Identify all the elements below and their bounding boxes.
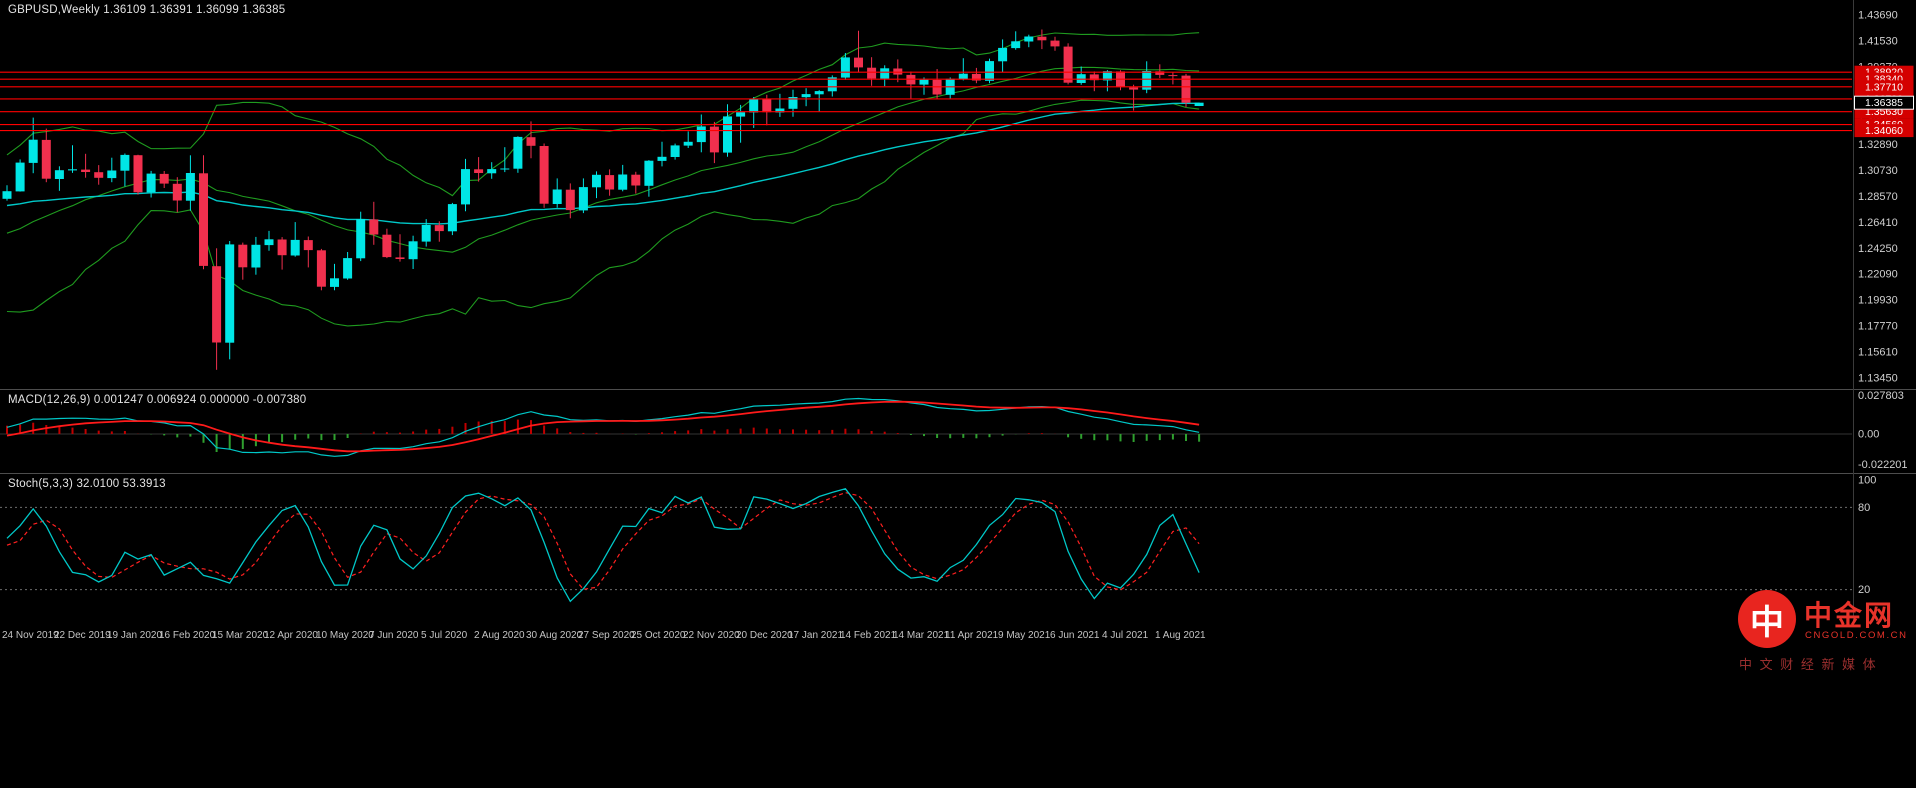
svg-text:1.41530: 1.41530 <box>1858 35 1898 47</box>
date-label: 20 Dec 2020 <box>736 630 793 641</box>
stoch-levels <box>0 506 1852 591</box>
date-label: 2 Aug 2020 <box>474 630 525 641</box>
svg-text:1.32890: 1.32890 <box>1858 139 1898 151</box>
moving-average-line <box>6 102 1200 225</box>
support-resistance-lines <box>0 71 1852 132</box>
date-label: 1 Aug 2021 <box>1155 630 1206 641</box>
macd-panel: 0.027803 0.00 -0.022201 MACD(12,26,9) 0.00… <box>0 390 1916 473</box>
stochastic-label: Stoch(5,3,3) 32.0100 53.3913 <box>8 478 166 490</box>
svg-text:1.26410: 1.26410 <box>1858 217 1898 229</box>
price-chart[interactable]: 1.436901.415301.393701.372101.350501.328… <box>0 0 1916 389</box>
svg-text:1.13450: 1.13450 <box>1858 372 1898 384</box>
date-label: 27 Sep 2020 <box>578 630 635 641</box>
svg-text:80: 80 <box>1858 502 1870 514</box>
date-label: 7 Jun 2020 <box>369 630 419 641</box>
date-label: 14 Mar 2021 <box>893 630 950 641</box>
macd-histogram <box>6 419 1201 452</box>
date-label: 11 Apr 2021 <box>945 630 999 641</box>
date-label: 12 Apr 2020 <box>264 630 318 641</box>
svg-text:1.36385: 1.36385 <box>1865 97 1903 109</box>
current-price-badge: 1.36385 <box>1854 95 1914 110</box>
svg-text:100: 100 <box>1858 475 1876 487</box>
signal-line <box>6 400 1200 453</box>
price-scale-separator <box>1853 0 1854 648</box>
date-label: 10 May 2020 <box>316 630 374 641</box>
svg-text:1.37710: 1.37710 <box>1865 81 1903 93</box>
date-label: 5 Jul 2020 <box>421 630 468 641</box>
date-label: 17 Jan 2021 <box>788 630 844 641</box>
svg-text:1.15610: 1.15610 <box>1858 347 1898 359</box>
date-label: 24 Nov 2019 <box>2 630 59 641</box>
stoch-d-line <box>6 491 1200 591</box>
date-label: 30 Aug 2020 <box>526 630 583 641</box>
date-label: 9 May 2021 <box>998 630 1051 641</box>
macd-label: MACD(12,26,9) 0.001247 0.006924 0.000000… <box>8 394 307 406</box>
macd-axis-labels: 0.027803 0.00 -0.022201 <box>1858 390 1908 471</box>
date-label: 16 Feb 2020 <box>159 630 216 641</box>
candles <box>2 29 1204 370</box>
date-label: 4 Jul 2021 <box>1102 630 1149 641</box>
svg-text:1.17770: 1.17770 <box>1858 321 1898 333</box>
svg-text:1.43690: 1.43690 <box>1858 10 1898 22</box>
date-label: 22 Nov 2020 <box>683 630 740 641</box>
panel-separator[interactable] <box>0 473 1916 474</box>
date-label: 15 Mar 2020 <box>212 630 269 641</box>
svg-text:0.027803: 0.027803 <box>1858 390 1904 402</box>
stoch-axis-labels: 100 80 20 <box>1858 475 1876 597</box>
date-label: 14 Feb 2021 <box>840 630 897 641</box>
watermark: 中 中金网 CNGOLD.COM.CN 中 文 财 经 新 媒 体 <box>1738 586 1916 676</box>
watermark-tagline: 中 文 财 经 新 媒 体 <box>1739 657 1878 672</box>
svg-text:1.19930: 1.19930 <box>1858 295 1898 307</box>
stochastic-chart[interactable]: 100 80 20 <box>0 474 1916 622</box>
svg-text:0.00: 0.00 <box>1858 429 1879 441</box>
stoch-k-line <box>6 488 1200 603</box>
date-label: 6 Jun 2021 <box>1050 630 1100 641</box>
watermark-brand: 中金网 <box>1804 600 1895 631</box>
logo-glyph: 中 <box>1750 603 1784 642</box>
date-label: 25 Oct 2020 <box>631 630 686 641</box>
watermark-domain: CNGOLD.COM.CN <box>1805 630 1908 641</box>
chart-title: GBPUSD,Weekly 1.36109 1.36391 1.36099 1.… <box>8 4 286 16</box>
cngold-logo-icon: 中 <box>1738 590 1796 648</box>
macd-chart[interactable]: 0.027803 0.00 -0.022201 <box>0 390 1916 473</box>
stochastic-panel: 100 80 20 Stoch(5,3,3) 32.0100 53.3913 <box>0 474 1916 622</box>
date-label: 19 Jan 2020 <box>107 630 163 641</box>
time-axis[interactable]: 24 Nov 2019 22 Dec 2019 19 Jan 2020 16 Feb … <box>0 622 1916 648</box>
svg-text:1.30730: 1.30730 <box>1858 165 1898 177</box>
panel-separator[interactable] <box>0 389 1916 390</box>
svg-text:1.34060: 1.34060 <box>1865 125 1903 137</box>
svg-text:1.24250: 1.24250 <box>1858 243 1898 255</box>
price-panel: 1.436901.415301.393701.372101.350501.328… <box>0 0 1916 389</box>
bollinger-bands <box>6 32 1200 327</box>
svg-text:1.22090: 1.22090 <box>1858 269 1898 281</box>
svg-text:-0.022201: -0.022201 <box>1858 459 1908 471</box>
svg-text:20: 20 <box>1858 584 1870 596</box>
date-label: 22 Dec 2019 <box>54 630 111 641</box>
svg-text:1.28570: 1.28570 <box>1858 191 1898 203</box>
